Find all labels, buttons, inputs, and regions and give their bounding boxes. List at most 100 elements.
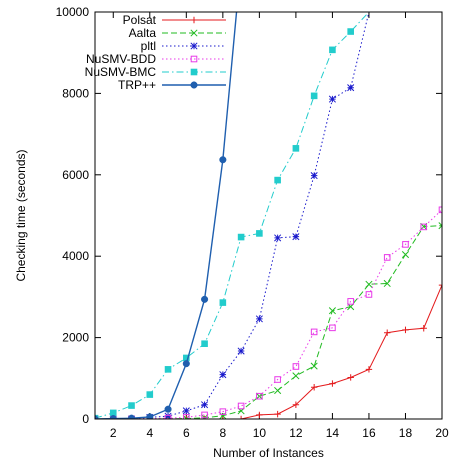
data-point <box>365 291 373 298</box>
data-point <box>292 401 300 408</box>
data-point <box>328 95 336 103</box>
axis-ticks: 2 4 6 8 10 12 14 16 18 20 0 2000 4000 6000 8000 10000 <box>56 5 449 440</box>
data-point <box>237 233 245 241</box>
x-tick-label: 16 <box>362 426 376 440</box>
data-point <box>310 172 318 180</box>
data-point <box>292 233 300 241</box>
data-point <box>274 234 282 242</box>
plot-area <box>95 12 442 419</box>
y-tick-label: 10000 <box>56 5 90 19</box>
data-point <box>347 28 354 35</box>
data-point <box>201 401 209 409</box>
data-point <box>329 324 336 332</box>
data-point <box>402 326 409 334</box>
data-point <box>401 251 410 259</box>
x-axis-label: Number of Instances <box>213 446 324 460</box>
data-point <box>95 415 99 419</box>
data-point <box>329 380 336 387</box>
data-point <box>420 223 428 231</box>
x-tick-label: 6 <box>183 426 190 440</box>
data-point <box>164 405 172 413</box>
data-point <box>146 391 154 398</box>
legend-item-trp-: TRP++ <box>118 78 226 92</box>
data-point <box>190 68 198 76</box>
data-point <box>310 92 318 100</box>
data-point <box>182 360 190 368</box>
data-point <box>237 347 245 355</box>
legend-label: pltl <box>141 39 156 53</box>
y-axis-label: Checking time (seconds) <box>14 149 28 281</box>
legend-item-pltl: pltl <box>141 39 226 53</box>
series-trp- <box>95 12 238 419</box>
y-tick-label: 2000 <box>62 331 89 345</box>
x-tick-label: 4 <box>146 426 153 440</box>
data-point <box>274 176 281 184</box>
legend-label: NuSMV-BDD <box>86 52 156 66</box>
data-point <box>219 415 227 419</box>
series-line-polsat <box>95 284 442 419</box>
data-point <box>190 29 198 37</box>
data-point <box>365 366 373 373</box>
legend-label: NuSMV-BMC <box>85 65 157 79</box>
data-point <box>128 402 135 409</box>
data-point <box>219 408 227 415</box>
series-aalta <box>95 222 442 419</box>
data-point <box>219 299 227 306</box>
data-point <box>256 230 263 237</box>
x-tick-label: 12 <box>289 426 303 440</box>
data-point <box>347 84 355 92</box>
x-tick-label: 8 <box>219 426 226 440</box>
x-tick-label: 20 <box>435 426 449 440</box>
legend-item-nusmv-bmc: NuSMV-BMC <box>85 65 226 79</box>
data-point <box>329 46 336 54</box>
data-point <box>438 281 442 289</box>
y-tick-label: 6000 <box>62 168 89 182</box>
data-point <box>310 384 318 391</box>
x-tick-label: 2 <box>110 426 117 440</box>
data-point <box>190 16 198 24</box>
data-point <box>438 222 442 230</box>
data-point <box>274 386 282 395</box>
data-point <box>182 407 190 415</box>
data-point <box>146 413 154 419</box>
data-point <box>383 254 391 261</box>
x-tick-label: 14 <box>326 426 340 440</box>
data-point <box>256 411 263 419</box>
x-tick-label: 10 <box>253 426 267 440</box>
data-point <box>256 392 263 400</box>
data-point <box>201 415 208 419</box>
data-point <box>183 415 190 419</box>
data-point <box>347 298 354 305</box>
data-point <box>402 241 409 248</box>
data-point <box>164 366 172 373</box>
data-point <box>310 328 318 336</box>
data-point <box>237 415 245 419</box>
data-point <box>383 279 391 288</box>
data-point <box>164 412 172 419</box>
data-point <box>274 410 281 418</box>
data-point <box>420 325 427 332</box>
data-point <box>237 402 245 410</box>
data-point <box>201 295 209 303</box>
data-point <box>347 374 354 381</box>
data-point <box>328 307 336 315</box>
data-point <box>365 280 373 288</box>
data-point <box>292 145 300 152</box>
data-point <box>384 329 391 336</box>
y-tick-label: 0 <box>82 412 89 426</box>
data-point <box>109 409 117 417</box>
data-point <box>274 376 281 383</box>
plot-frame <box>94 11 443 420</box>
data-point <box>310 362 318 370</box>
data-point <box>190 55 198 63</box>
data-point <box>255 315 263 323</box>
series-line-nusmv-bmc <box>95 12 370 419</box>
legend-label: Polsat <box>123 13 157 27</box>
data-point <box>190 81 198 89</box>
data-point <box>292 363 300 370</box>
data-point <box>201 411 208 419</box>
series-nusmv-bmc <box>95 12 370 419</box>
data-point <box>190 42 198 50</box>
